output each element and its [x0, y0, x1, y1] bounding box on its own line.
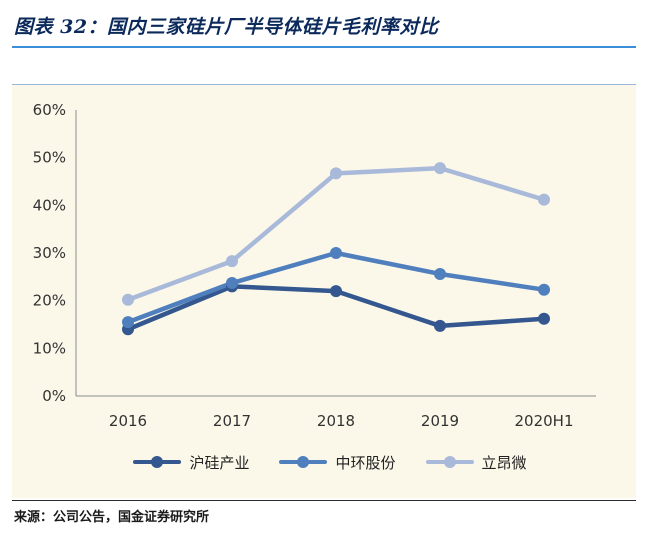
chart-top-rule [12, 84, 636, 85]
chart-legend: 沪硅产业 中环股份 立昂微 [0, 448, 660, 476]
legend-swatch [279, 456, 328, 468]
x-tick-label: 2018 [317, 412, 355, 430]
legend-label: 沪硅产业 [189, 453, 250, 472]
legend-marker [297, 456, 310, 468]
data-point [538, 193, 550, 206]
data-point [122, 316, 134, 329]
legend-item: 沪硅产业 [133, 452, 249, 473]
x-tick-label: 2020H1 [515, 412, 574, 430]
chart-axes: 0% 10% 20% 30% 40% 50% 60% 2016 2017 2018 2019 2020… [33, 101, 596, 430]
source-divider [12, 500, 636, 501]
legend-swatch [133, 456, 182, 468]
x-tick-label: 2017 [213, 412, 251, 430]
y-tick-label: 30% [33, 244, 66, 262]
data-point [330, 167, 342, 180]
data-point [122, 293, 134, 306]
legend-label: 立昂微 [481, 453, 527, 472]
data-point [330, 247, 342, 259]
data-point [538, 283, 550, 296]
y-tick-label: 10% [33, 339, 66, 357]
data-point [226, 255, 238, 268]
legend-item: 中环股份 [279, 452, 396, 473]
legend-item: 立昂微 [425, 452, 527, 473]
data-point [434, 162, 446, 175]
x-tick-label: 2016 [109, 412, 147, 430]
data-point [434, 267, 446, 280]
y-tick-label: 40% [33, 196, 66, 214]
legend-label: 中环股份 [335, 453, 396, 472]
y-tick-label: 60% [33, 101, 66, 119]
y-tick-label: 20% [33, 292, 66, 310]
y-tick-label: 0% [42, 387, 66, 405]
series-points [122, 162, 550, 336]
data-point [434, 319, 446, 332]
y-tick-label: 50% [33, 149, 66, 167]
legend-swatch [425, 456, 474, 468]
x-tick-label: 2019 [421, 412, 459, 430]
source-note: 来源：公司公告，国金证券研究所 [14, 510, 210, 525]
legend-marker [443, 456, 456, 468]
data-point [330, 285, 342, 298]
data-point [226, 277, 238, 290]
legend-marker [151, 456, 164, 468]
title-divider [12, 46, 636, 48]
figure-title: 图表 32：国内三家硅片厂半导体硅片毛利率对比 [14, 16, 439, 38]
data-point [538, 312, 550, 325]
